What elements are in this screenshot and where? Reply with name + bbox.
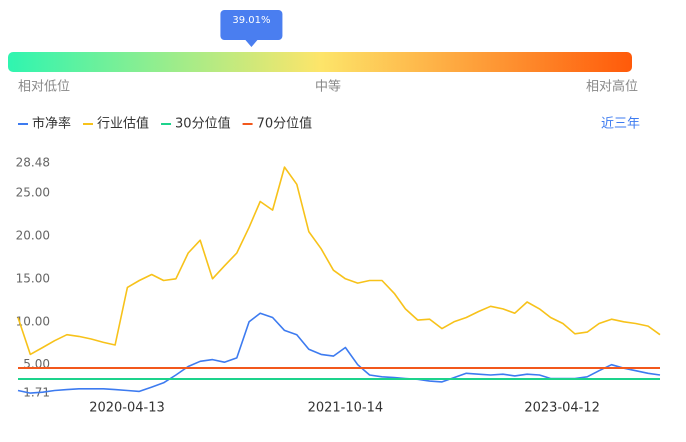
x-tick-label: 2023-04-12 <box>524 401 600 416</box>
legend-label: 30分位值 <box>175 116 231 132</box>
legend-label: 行业估值 <box>97 116 149 132</box>
y-tick-label: 10.00 <box>16 314 50 328</box>
gauge-high: 相对高位 <box>586 79 638 95</box>
y-tick-label: 5.00 <box>23 357 50 371</box>
gauge-bar <box>8 52 632 72</box>
gauge-low: 相对低位 <box>18 80 70 95</box>
y-tick-label: 28.48 <box>16 156 50 170</box>
gauge-mid: 中等 <box>315 79 341 95</box>
x-tick-label: 2021-10-14 <box>308 401 384 416</box>
series-line <box>17 166 661 356</box>
legend-label: 市净率 <box>32 116 71 132</box>
legend-label: 70分位值 <box>257 116 313 132</box>
y-tick-label: 20.00 <box>16 228 50 242</box>
y-tick-label: 25.00 <box>16 185 50 199</box>
x-tick-label: 2020-04-13 <box>89 401 165 416</box>
gauge-value: 39.01% <box>232 15 270 26</box>
y-tick-label: 15.00 <box>16 271 50 285</box>
range-switch[interactable]: 近三年 <box>601 117 640 132</box>
gauge-marker <box>220 10 283 47</box>
